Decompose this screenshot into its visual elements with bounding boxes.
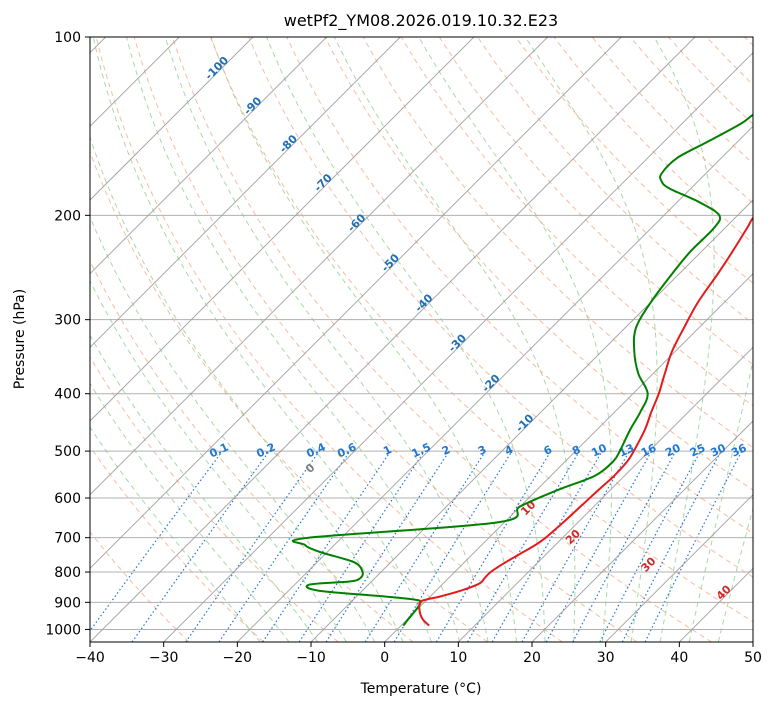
moist-adiabat xyxy=(653,37,715,642)
isotherm-line xyxy=(605,493,753,642)
moist-adiabat xyxy=(90,382,290,642)
sounding-series xyxy=(291,113,753,627)
mixing-ratio-line xyxy=(218,450,351,642)
mixing-ratio-line xyxy=(185,450,320,642)
y-tick-label: 800 xyxy=(54,565,81,581)
moist-adiabat xyxy=(210,37,517,642)
moist-adiabat xyxy=(90,334,319,642)
y-tick-label: 600 xyxy=(54,491,81,507)
isotherm-line xyxy=(90,37,475,422)
isotherm-line xyxy=(531,420,753,642)
mixing-ratio-label: 30 xyxy=(708,441,728,459)
temperature-line xyxy=(418,216,753,627)
mixing-ratio-lines xyxy=(90,450,743,642)
dry-adiabat xyxy=(90,150,488,642)
x-tick-label: 0 xyxy=(380,650,389,666)
plot-area: -100-90-80-70-60-50-40-30-20-100.1 0.2 0.4… xyxy=(90,37,753,642)
x-axis-label: Temperature (°C) xyxy=(360,681,482,697)
dry-adiabat xyxy=(515,37,753,284)
x-tick-label: 10 xyxy=(449,650,467,666)
mixing-ratio-label: 36 xyxy=(729,441,749,459)
mixing-ratio-line xyxy=(90,450,223,632)
moist-adiabat xyxy=(90,426,261,642)
moist-adiabat xyxy=(90,215,376,642)
moist-adiabat xyxy=(266,37,546,642)
y-tick-label: 700 xyxy=(54,531,81,547)
dewpoint-line xyxy=(291,113,753,627)
mixing-ratio-line xyxy=(545,450,653,642)
isotherm-line xyxy=(90,37,254,201)
isotherm-line xyxy=(384,272,753,642)
dry-adiabat xyxy=(90,445,264,642)
y-axis-label: Pressure (hPa) xyxy=(12,289,28,389)
dry-adiabat xyxy=(90,531,190,642)
moist-adiabat xyxy=(418,37,613,642)
pressure-grid xyxy=(90,37,753,630)
moist-adiabat xyxy=(333,37,576,642)
y-tick-label: 1000 xyxy=(45,622,81,638)
mixing-ratio-line xyxy=(325,450,450,642)
isotherm-line xyxy=(90,37,622,570)
y-axis-ticks: 100 200 300 400 500 600 700 800 900 1000 xyxy=(45,30,90,638)
mixing-ratio-line xyxy=(262,450,392,642)
x-tick-label: −40 xyxy=(75,650,105,666)
mixing-ratio-label: 25 xyxy=(688,441,707,459)
y-tick-label: 300 xyxy=(54,313,81,329)
chart-title: wetPf2_YM08.2026.019.10.32.E23 xyxy=(284,11,558,31)
mixing-ratio-line xyxy=(131,450,270,642)
dry-adiabat xyxy=(248,37,753,578)
mixing-ratio-line xyxy=(572,450,677,642)
isotherm-line xyxy=(90,37,549,496)
x-tick-label: −30 xyxy=(149,650,179,666)
dry-adiabat xyxy=(171,37,712,642)
moist-adiabat xyxy=(126,37,461,642)
isotherm-line xyxy=(90,37,328,275)
moist-adiabat xyxy=(90,135,404,642)
y-tick-label: 200 xyxy=(54,208,81,224)
isotherms xyxy=(90,37,753,642)
x-tick-label: 50 xyxy=(744,650,762,666)
plot-frame xyxy=(89,36,754,643)
isotherm-line xyxy=(90,37,401,349)
mixing-ratio-label: 16 xyxy=(639,441,659,459)
dry-adiabat xyxy=(95,37,563,642)
isotherm-line xyxy=(90,37,696,642)
mixing-ratio-label: 10 xyxy=(589,441,609,459)
moist-adiabat xyxy=(524,37,658,642)
mixing-ratio-line xyxy=(521,450,631,642)
dry-adiabat xyxy=(90,356,339,642)
x-tick-label: 20 xyxy=(523,650,541,666)
isotherm-line xyxy=(457,346,753,642)
y-tick-label: 500 xyxy=(54,444,81,460)
dry-adiabat xyxy=(438,37,753,366)
dry-adiabat xyxy=(400,37,753,407)
isotherm-line xyxy=(236,125,753,642)
mixing-ratio-label: 20 xyxy=(663,441,683,459)
dry-adiabat xyxy=(210,37,753,623)
y-tick-label: 900 xyxy=(54,595,81,611)
x-tick-label: −20 xyxy=(223,650,253,666)
mixing-ratio-line xyxy=(644,450,743,642)
isotherm-line xyxy=(310,199,753,642)
x-tick-label: 30 xyxy=(597,650,615,666)
mixing-ratio-line xyxy=(393,450,513,642)
y-tick-label: 400 xyxy=(54,387,81,403)
isotherm-line xyxy=(163,51,753,642)
x-tick-label: −10 xyxy=(296,650,326,666)
y-tick-label: 100 xyxy=(54,30,81,46)
mixing-ratio-line xyxy=(298,450,425,642)
x-axis-ticks: −40 −30 −20 −10 0 10 20 30 40 50 xyxy=(75,642,762,666)
dry-adiabat xyxy=(133,37,638,642)
x-tick-label: 40 xyxy=(670,650,688,666)
